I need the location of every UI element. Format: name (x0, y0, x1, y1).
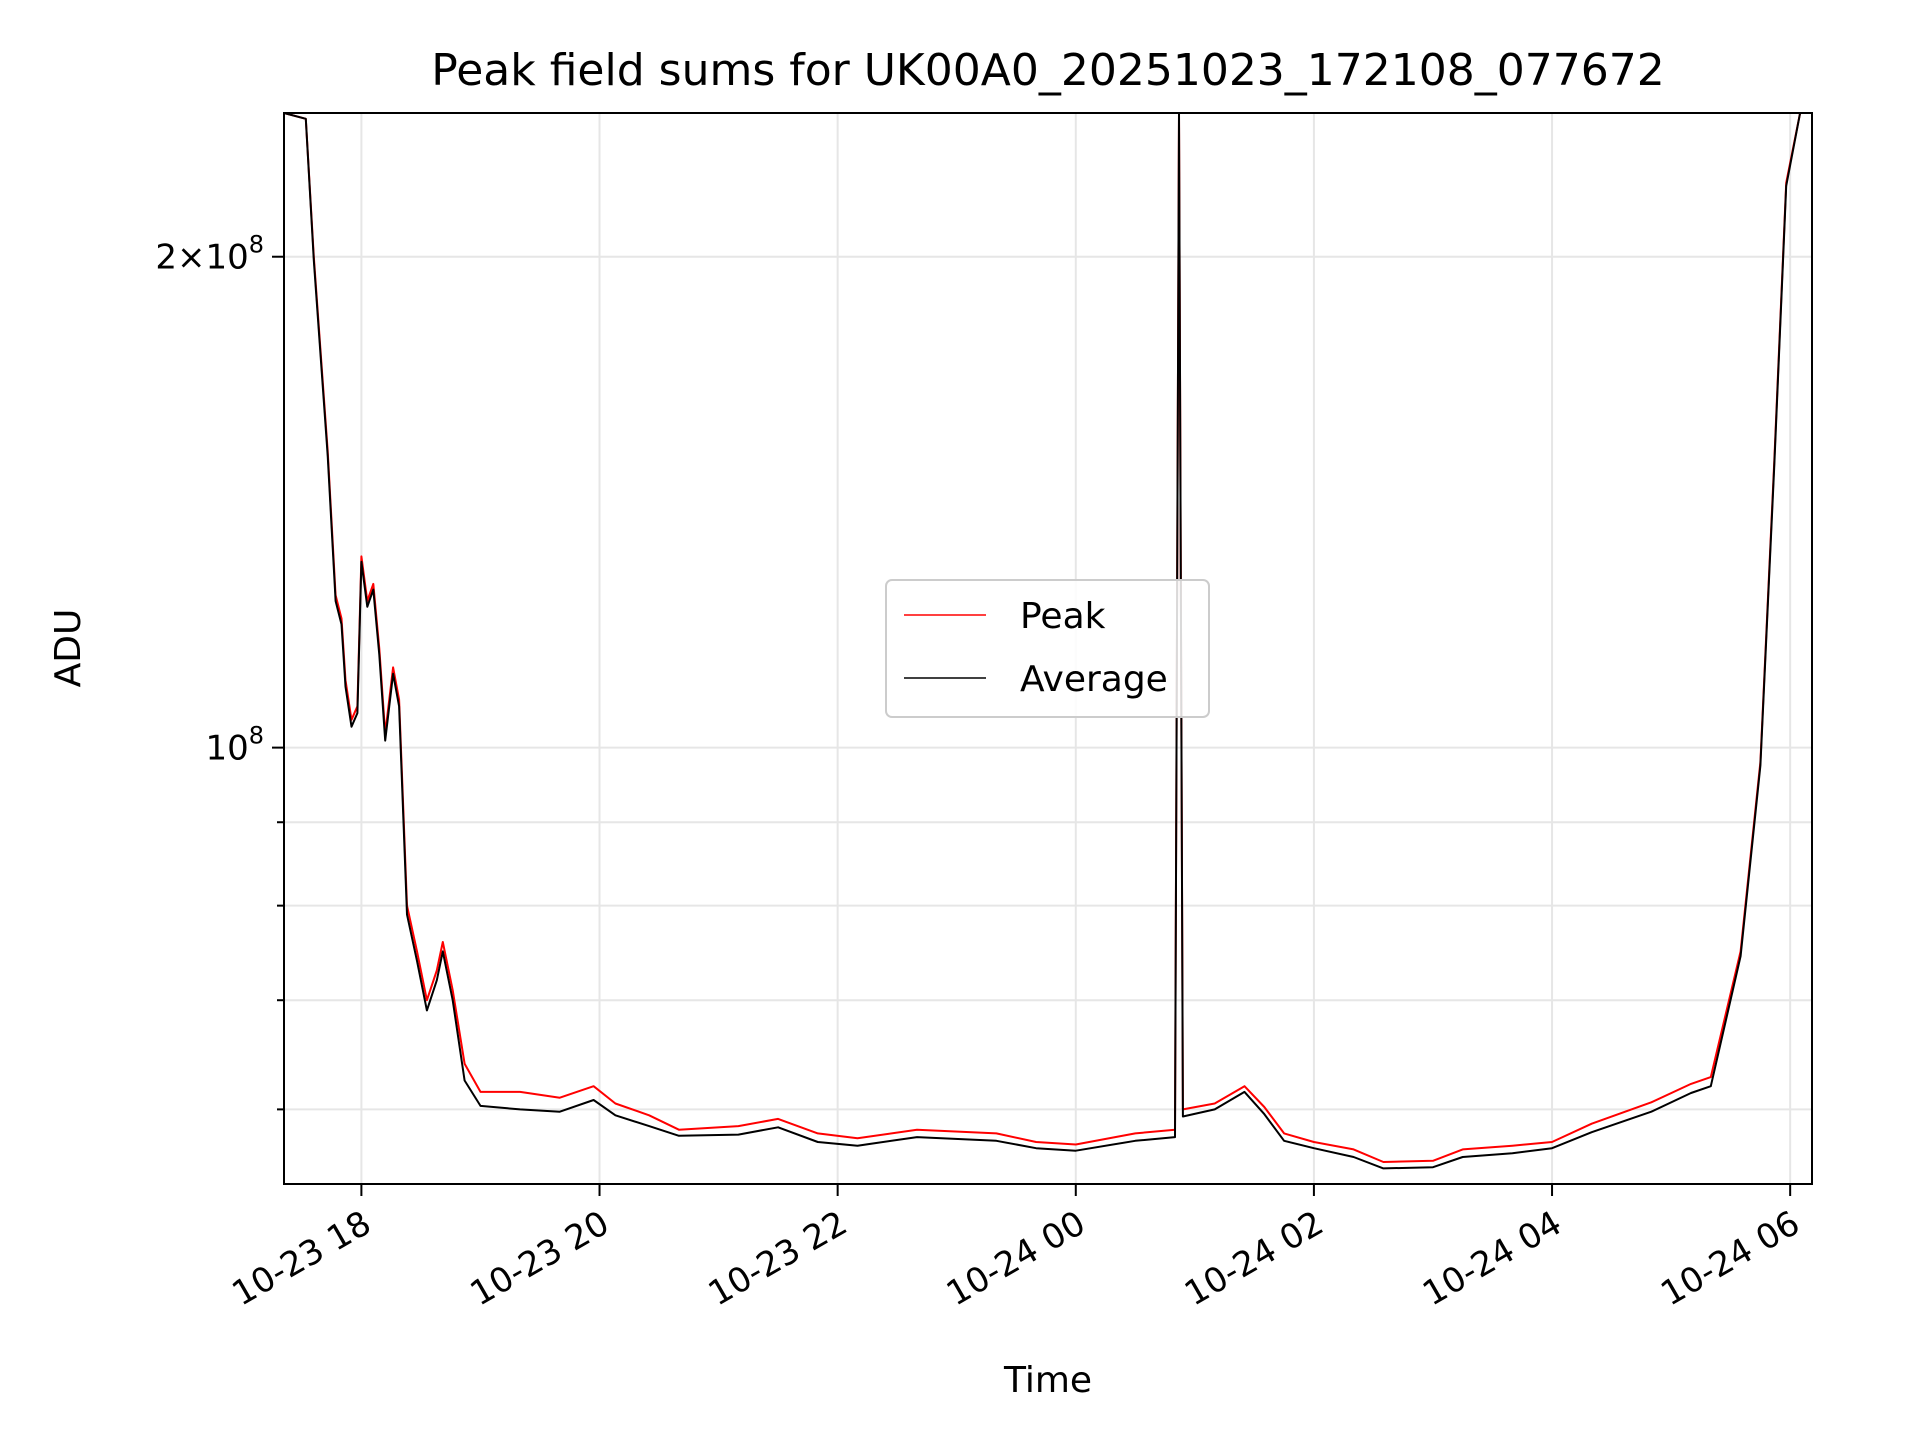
y-axis: 108 2×108 (155, 231, 284, 1111)
series-line-average (283, 112, 1812, 1170)
plot-frame (283, 112, 1813, 1185)
legend-label-average: Average (1020, 659, 1168, 700)
chart-title: Peak field sums for UK00A0_20251023_1721… (431, 45, 1664, 96)
y-axis-label: ADU (48, 609, 89, 688)
legend: Peak Average (885, 579, 1210, 718)
series-group (283, 112, 1812, 1170)
grid (284, 113, 1812, 1184)
x-axis-label: Time (1003, 1360, 1092, 1401)
series-line-peak (283, 112, 1812, 1163)
y-tick-label: 2×108 (155, 231, 264, 278)
y-tick-label: 108 (205, 722, 264, 769)
legend-label-peak: Peak (1020, 596, 1106, 637)
